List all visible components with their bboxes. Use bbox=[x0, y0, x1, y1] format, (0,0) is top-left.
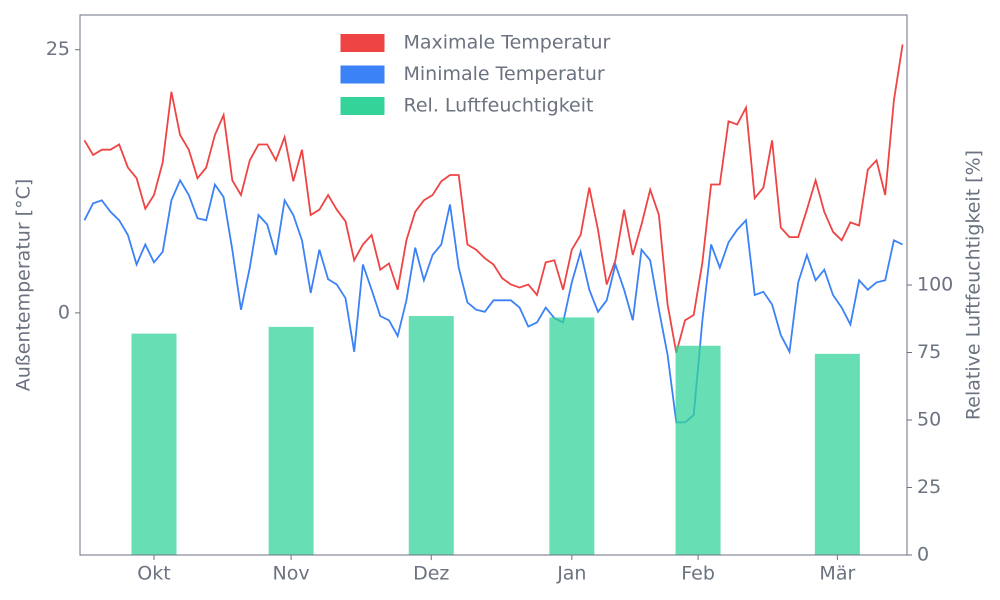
y2-tick-label: 25 bbox=[917, 476, 941, 498]
humidity-bar bbox=[814, 353, 860, 555]
legend-label: Maximale Temperatur bbox=[404, 32, 611, 54]
legend-label: Minimale Temperatur bbox=[404, 63, 605, 85]
y-tick-label: 25 bbox=[46, 38, 70, 60]
plot-frame bbox=[79, 14, 908, 556]
y2-tick-label: 75 bbox=[917, 341, 941, 363]
humidity-bar bbox=[549, 317, 595, 555]
x-tick-label: Jan bbox=[556, 563, 586, 585]
temperature-line bbox=[83, 178, 903, 424]
x-tick-label: Nov bbox=[273, 563, 310, 585]
y2-axis-label: Relative Luftfeuchtigkeit [%] bbox=[963, 150, 985, 420]
y-axis-label: Außentemperatur [°C] bbox=[13, 179, 35, 392]
x-tick-label: Dez bbox=[413, 563, 449, 585]
humidity-bar bbox=[131, 333, 177, 555]
temperature-line bbox=[83, 44, 904, 354]
legend-swatch bbox=[340, 65, 385, 84]
y-tick-label: 0 bbox=[58, 301, 70, 323]
legend-label: Rel. Luftfeuchtigkeit bbox=[404, 95, 594, 117]
x-tick-label: Okt bbox=[137, 563, 170, 585]
y2-tick-label: 50 bbox=[917, 409, 941, 431]
legend-swatch bbox=[340, 34, 385, 52]
x-tick-label: Feb bbox=[681, 563, 715, 585]
y2-tick-label: 0 bbox=[917, 544, 929, 566]
y2-tick-label: 100 bbox=[917, 274, 953, 296]
legend-swatch bbox=[340, 97, 385, 115]
x-tick-label: Mär bbox=[819, 563, 855, 585]
humidity-bar bbox=[408, 316, 454, 555]
humidity-bar bbox=[268, 326, 314, 555]
humidity-bar bbox=[675, 345, 721, 555]
